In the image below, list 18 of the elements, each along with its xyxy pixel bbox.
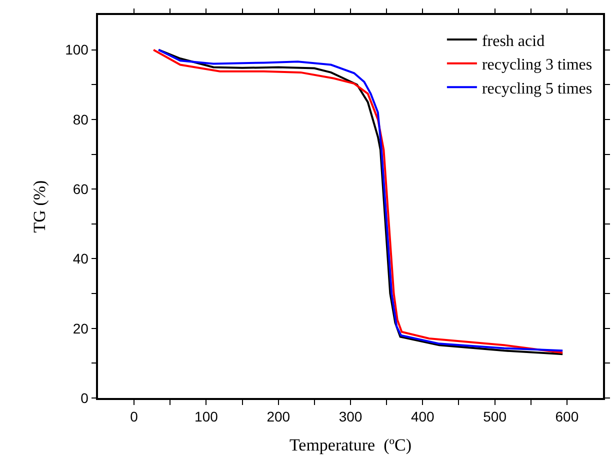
y-tick-label: 100 (65, 42, 89, 58)
x-tick-label: 0 (130, 408, 138, 425)
x-tick-label: 600 (555, 408, 579, 425)
x-tick-label: 500 (483, 408, 507, 425)
x-tick-label: 200 (266, 408, 290, 425)
y-tick-label: 20 (72, 320, 89, 336)
y-axis-title: TG (%) (30, 180, 50, 233)
legend-label: fresh acid (482, 32, 545, 50)
x-tick-label: 400 (410, 408, 435, 425)
y-tick-label: 80 (72, 111, 89, 128)
y-tick-label: 60 (72, 180, 89, 197)
legend-label: recycling 3 times (482, 56, 592, 74)
x-tick-label: 300 (338, 408, 362, 425)
x-tick-label: 100 (194, 408, 218, 425)
legend-label: recycling 5 times (482, 80, 592, 98)
y-tick-label: 0 (80, 390, 89, 406)
x-axis-title: Temperature (ºC) (289, 435, 412, 454)
y-tick-label: 40 (72, 250, 89, 267)
